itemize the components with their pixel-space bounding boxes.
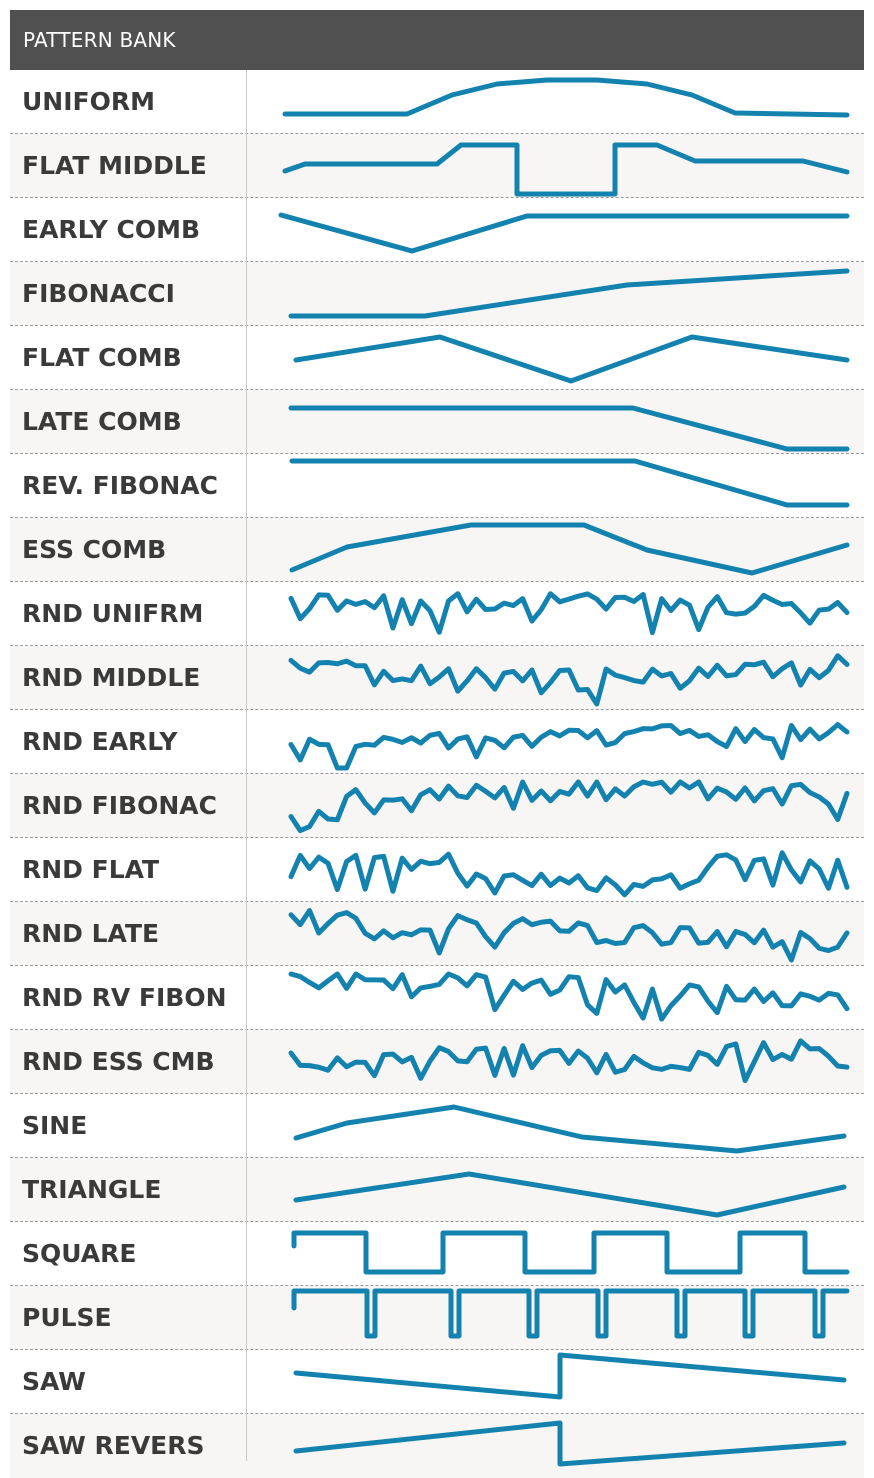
pattern-label: TRIANGLE [22, 1158, 161, 1222]
column-divider [246, 70, 247, 1461]
pattern-label: UNIFORM [22, 70, 155, 134]
waveform-preview [247, 582, 864, 646]
pattern-label: EARLY COMB [22, 198, 200, 262]
waveform-preview [247, 518, 864, 582]
waveform-preview [247, 390, 864, 454]
waveform-preview [247, 70, 864, 134]
pattern-label: FLAT MIDDLE [22, 134, 207, 198]
waveform-line [285, 80, 847, 115]
waveform-preview [247, 774, 864, 838]
pattern-label: RND RV FIBON [22, 966, 227, 1030]
waveform-line [292, 461, 847, 505]
waveform-preview [247, 1414, 864, 1478]
waveform-line [294, 1233, 847, 1272]
pattern-row[interactable]: SAW REVERS [10, 1414, 864, 1478]
waveform-line [296, 337, 847, 381]
waveform-line [292, 525, 847, 573]
waveform-line [291, 408, 847, 449]
waveform-line [291, 271, 847, 316]
pattern-bank-header: PATTERN BANK [10, 10, 864, 70]
waveform-preview [247, 326, 864, 390]
waveform-line [291, 656, 847, 704]
waveform-line [291, 1041, 847, 1081]
pattern-label: RND FIBONAC [22, 774, 217, 838]
pattern-label: RND MIDDLE [22, 646, 200, 710]
pattern-row[interactable]: SAW [10, 1350, 864, 1414]
pattern-label: RND ESS CMB [22, 1030, 215, 1094]
pattern-label: SAW REVERS [22, 1414, 205, 1478]
pattern-row[interactable]: SINE [10, 1094, 864, 1158]
pattern-row[interactable]: ESS COMB [10, 518, 864, 582]
waveform-preview [247, 646, 864, 710]
pattern-row[interactable]: FLAT MIDDLE [10, 134, 864, 198]
waveform-preview [247, 262, 864, 326]
pattern-row[interactable]: EARLY COMB [10, 198, 864, 262]
waveform-preview [247, 454, 864, 518]
waveform-line [281, 215, 847, 251]
pattern-label: RND EARLY [22, 710, 177, 774]
pattern-label: SINE [22, 1094, 87, 1158]
waveform-line [296, 1355, 844, 1397]
pattern-row[interactable]: RND FLAT [10, 838, 864, 902]
pattern-label: RND FLAT [22, 838, 159, 902]
waveform-line [291, 974, 847, 1019]
pattern-label: ESS COMB [22, 518, 166, 582]
waveform-line [285, 145, 847, 194]
pattern-row[interactable]: SQUARE [10, 1222, 864, 1286]
waveform-line [296, 1174, 844, 1215]
waveform-line [291, 911, 847, 960]
waveform-preview [247, 1158, 864, 1222]
pattern-label: LATE COMB [22, 390, 182, 454]
waveform-line [296, 1423, 844, 1464]
pattern-row[interactable]: REV. FIBONAC [10, 454, 864, 518]
waveform-preview [247, 1030, 864, 1094]
pattern-label: SAW [22, 1350, 86, 1414]
waveform-preview [247, 198, 864, 262]
pattern-row[interactable]: RND EARLY [10, 710, 864, 774]
pattern-label: PULSE [22, 1286, 112, 1350]
pattern-row[interactable]: UNIFORM [10, 70, 864, 134]
pattern-row[interactable]: RND RV FIBON [10, 966, 864, 1030]
waveform-preview [247, 710, 864, 774]
pattern-row[interactable]: RND UNIFRM [10, 582, 864, 646]
pattern-row[interactable]: TRIANGLE [10, 1158, 864, 1222]
pattern-bank: PATTERN BANK UNIFORM FLAT MIDDLE EARLY COM… [10, 10, 864, 1461]
waveform-preview [247, 1094, 864, 1158]
waveform-preview [247, 1222, 864, 1286]
pattern-label: RND UNIFRM [22, 582, 203, 646]
waveform-preview [247, 838, 864, 902]
pattern-label: SQUARE [22, 1222, 136, 1286]
waveform-line [291, 594, 847, 633]
pattern-label: RND LATE [22, 902, 159, 966]
waveform-line [291, 853, 847, 895]
pattern-label: FLAT COMB [22, 326, 182, 390]
waveform-preview [247, 134, 864, 198]
pattern-row[interactable]: RND LATE [10, 902, 864, 966]
waveform-line [294, 1291, 847, 1336]
waveform-preview [247, 902, 864, 966]
pattern-row[interactable]: FIBONACCI [10, 262, 864, 326]
pattern-label: FIBONACCI [22, 262, 175, 326]
waveform-line [291, 782, 847, 831]
pattern-row[interactable]: PULSE [10, 1286, 864, 1350]
waveform-line [296, 1107, 844, 1151]
waveform-preview [247, 1350, 864, 1414]
pattern-row[interactable]: LATE COMB [10, 390, 864, 454]
pattern-row[interactable]: FLAT COMB [10, 326, 864, 390]
pattern-row[interactable]: RND ESS CMB [10, 1030, 864, 1094]
pattern-row[interactable]: RND FIBONAC [10, 774, 864, 838]
waveform-line [291, 725, 847, 768]
pattern-row[interactable]: RND MIDDLE [10, 646, 864, 710]
waveform-preview [247, 966, 864, 1030]
waveform-preview [247, 1286, 864, 1350]
pattern-label: REV. FIBONAC [22, 454, 218, 518]
